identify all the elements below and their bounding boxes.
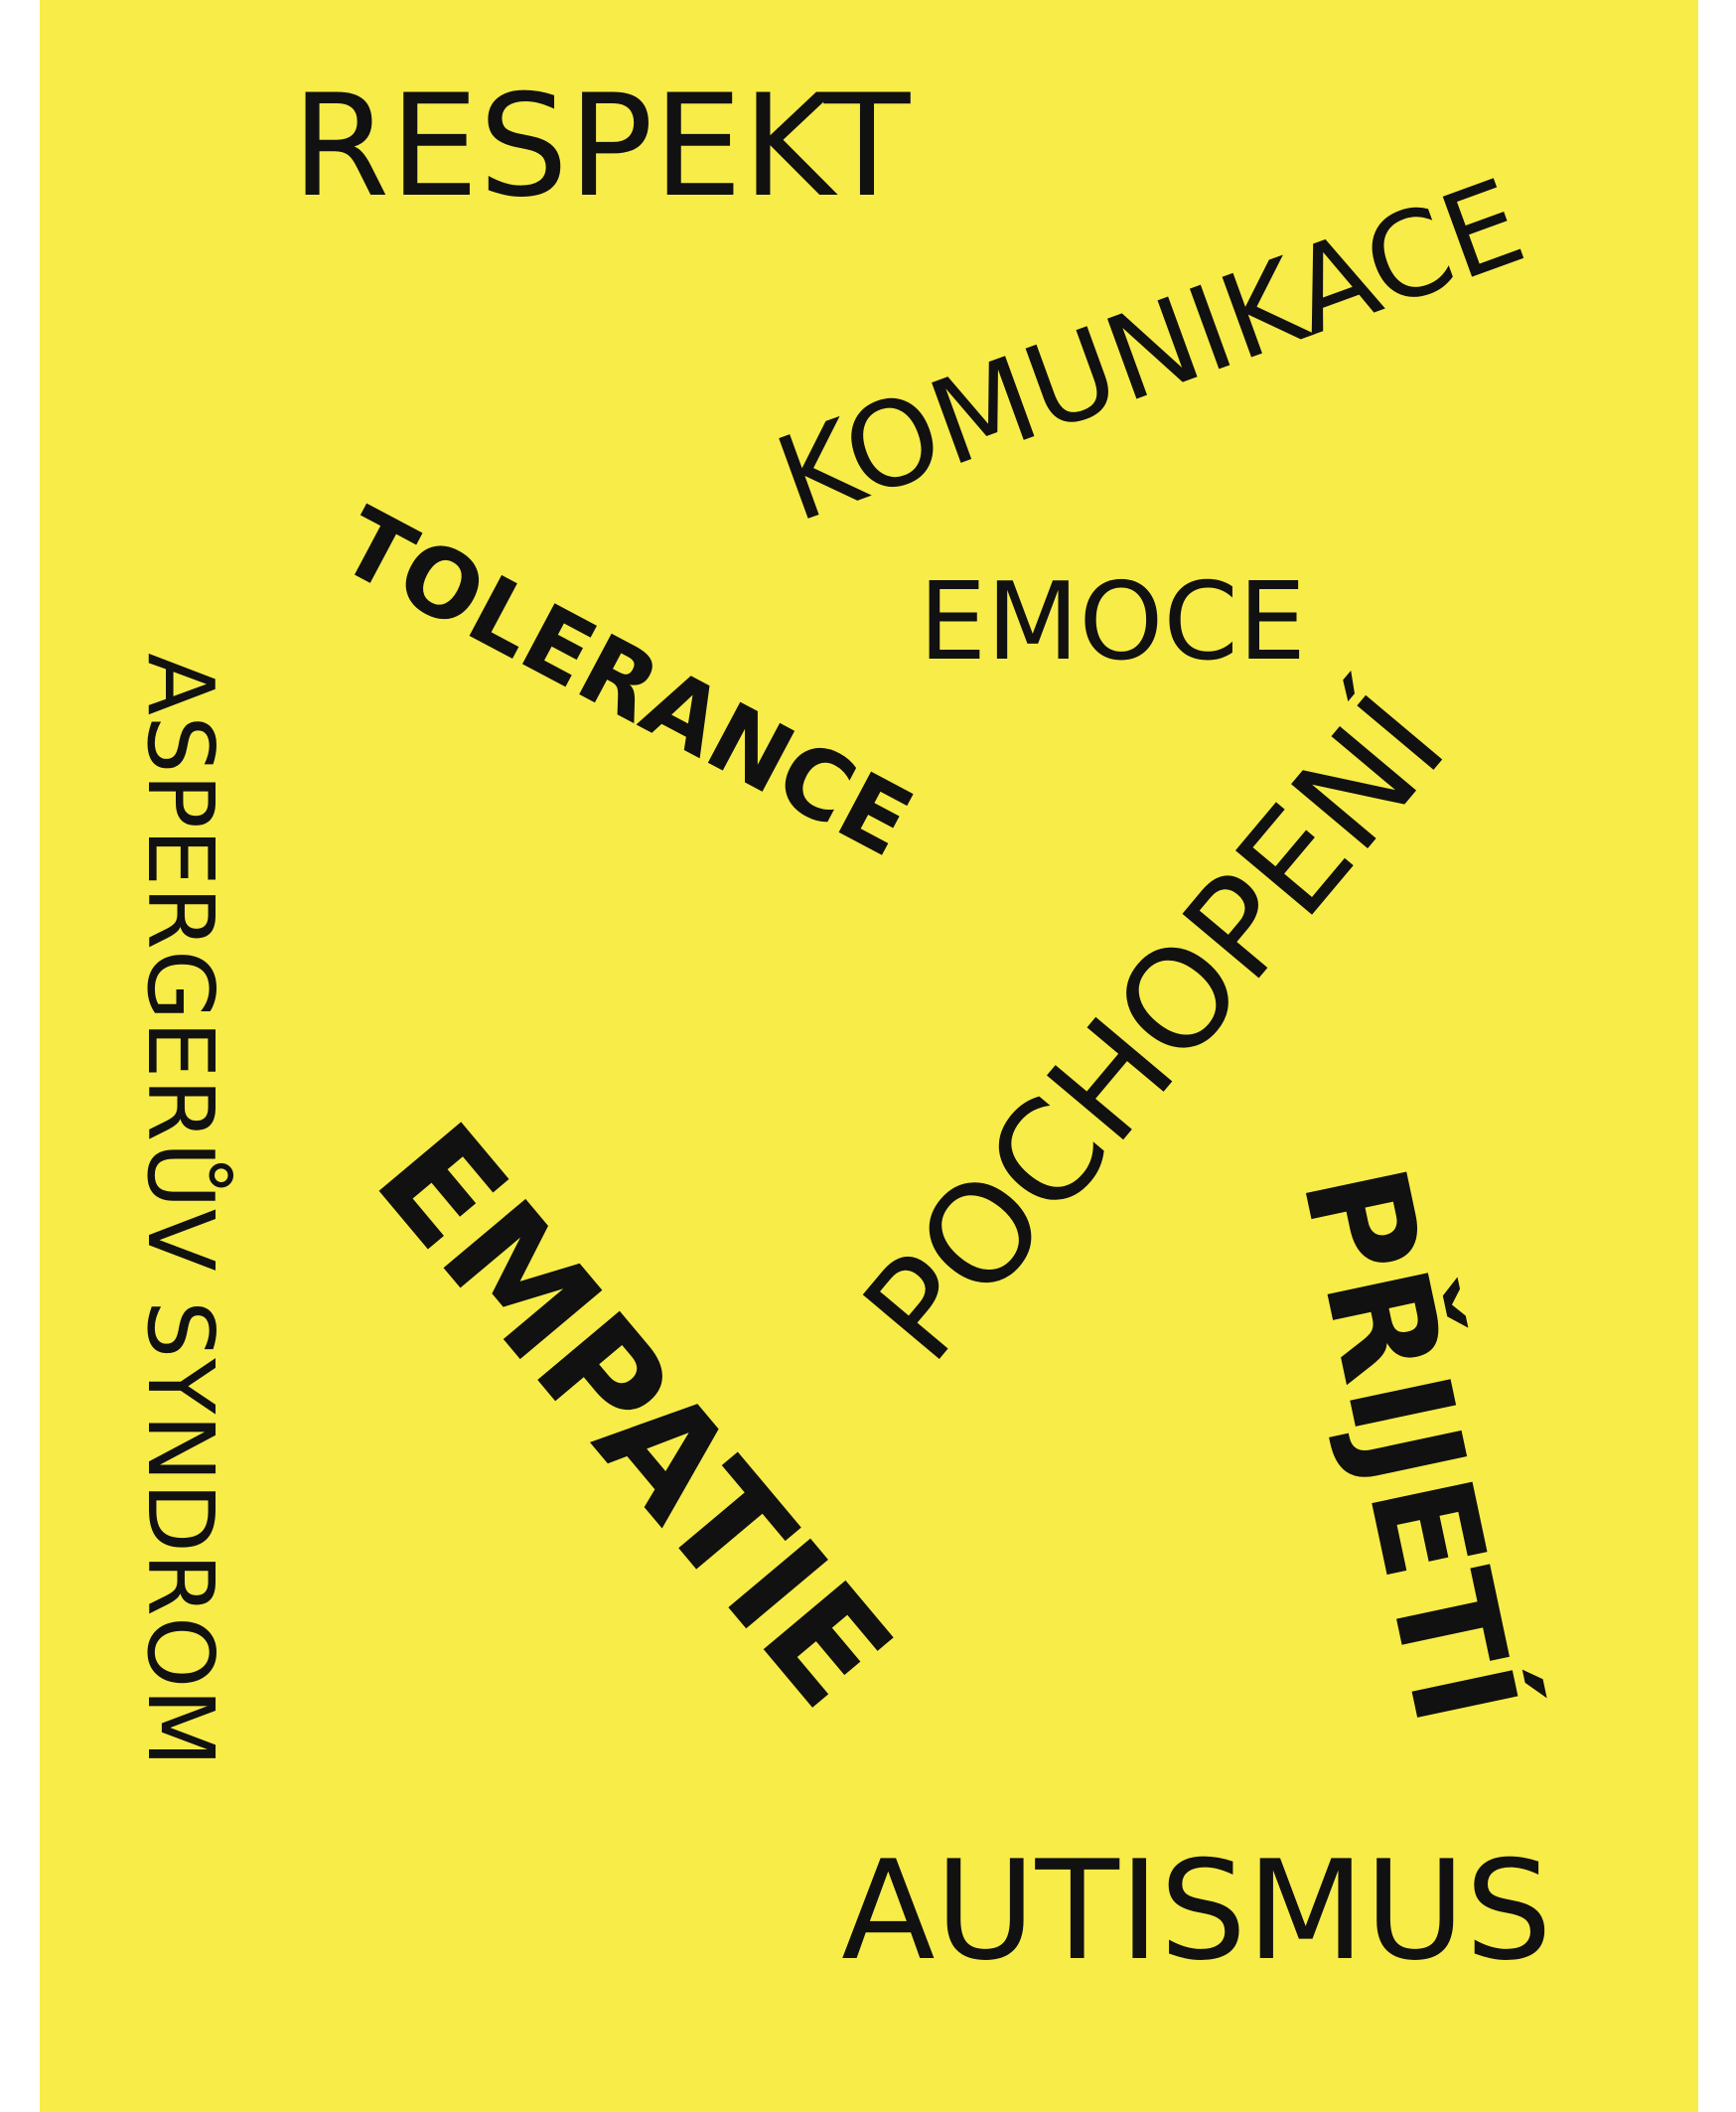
word-emoce: EMOCE: [918, 560, 1307, 684]
word-autismus: AUTISMUS: [841, 1831, 1552, 1991]
word-respekt: RESPEKT: [291, 65, 911, 228]
yellow-poster: [40, 0, 1698, 2112]
word-aspergeruv-syndrom: ASPERGERŮV SYNDROM: [127, 653, 233, 1767]
